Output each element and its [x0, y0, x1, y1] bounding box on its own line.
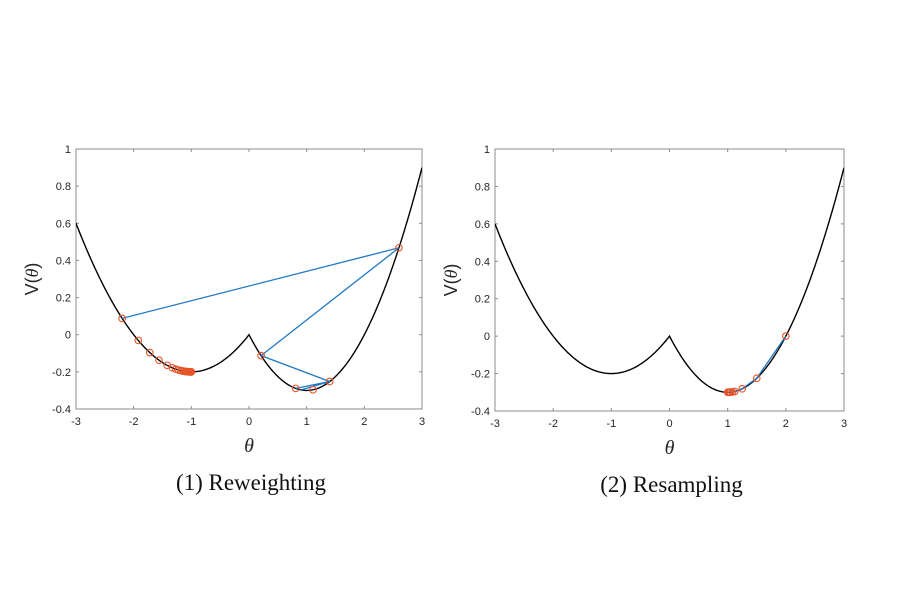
sample-point — [309, 385, 317, 394]
x-tick-label: -2 — [548, 418, 558, 430]
y-tick-label: -0.2 — [52, 367, 71, 379]
y-tick-label: 0.6 — [475, 219, 490, 231]
plot-area — [495, 167, 844, 397]
sample-point — [155, 356, 163, 365]
panel-caption: (1) Reweighting — [176, 470, 327, 495]
sample-point — [752, 374, 761, 383]
path-segment — [260, 247, 400, 357]
x-tick-label: 2 — [361, 416, 367, 428]
sample-point — [145, 348, 154, 357]
y-axis-label-var: θ — [441, 269, 461, 278]
y-axis-label-var: θ — [22, 268, 42, 277]
sample-point — [118, 314, 126, 323]
y-tick-label: 1 — [484, 144, 490, 156]
panel-caption: (2) Resampling — [600, 472, 743, 497]
y-axis-label-prefix: V( — [22, 277, 42, 295]
y-axis-label-prefix: V( — [441, 278, 461, 296]
axes-box — [75, 148, 423, 410]
y-tick-label: 0.2 — [56, 293, 71, 305]
path-segment — [741, 377, 758, 390]
sample-point — [738, 384, 747, 393]
y-tick-label: 0.2 — [475, 294, 490, 306]
y-tick-label: 0.4 — [56, 255, 71, 267]
x-tick-label: 1 — [725, 418, 731, 430]
sample-point — [257, 351, 265, 360]
y-tick-label: 1 — [65, 144, 71, 156]
sample-point — [395, 243, 403, 252]
y-tick-label: 0 — [65, 330, 71, 342]
x-tick-label: 3 — [419, 416, 425, 428]
y-axis-label-suffix: ) — [22, 263, 42, 269]
panel-resampling: -3 -2 -1 0 1 2 3-0.4-0.200.20.40.60.81θV(θ)(2)… — [441, 144, 847, 497]
y-tick-label: 0.6 — [56, 218, 71, 230]
path-segment — [121, 247, 400, 320]
y-axis-label: V(θ) — [22, 263, 42, 296]
path-segment — [260, 355, 330, 383]
y-tick-label: 0 — [484, 331, 490, 343]
sample-point — [723, 388, 732, 397]
y-tick-label: -0.4 — [52, 404, 71, 416]
axes-box — [494, 148, 845, 412]
x-tick-label: -3 — [71, 416, 81, 428]
x-tick-label: 0 — [666, 418, 672, 430]
sample-point — [134, 336, 143, 345]
x-axis-label: θ — [244, 435, 254, 457]
y-tick-label: 0.4 — [475, 256, 490, 268]
x-tick-label: -3 — [490, 418, 500, 430]
y-axis-label: V(θ) — [441, 264, 461, 297]
y-tick-label: -0.2 — [471, 369, 490, 381]
x-tick-label: 1 — [304, 416, 310, 428]
x-tick-label: -1 — [606, 418, 616, 430]
x-tick-label: 3 — [841, 418, 847, 430]
y-tick-label: 0.8 — [56, 181, 71, 193]
x-tick-label: -2 — [129, 416, 139, 428]
potential-curve — [495, 167, 844, 393]
plot-area — [76, 167, 422, 394]
potential-curve — [76, 167, 422, 392]
x-tick-label: -1 — [186, 416, 196, 428]
x-tick-label: 0 — [246, 416, 252, 428]
path-segment — [756, 335, 787, 379]
sample-point — [325, 377, 334, 386]
x-axis-label: θ — [665, 437, 675, 459]
sample-point — [291, 384, 300, 393]
path-segment — [300, 380, 330, 391]
y-axis-label-suffix: ) — [441, 264, 461, 270]
x-tick-label: 2 — [783, 418, 789, 430]
sample-point — [781, 332, 790, 340]
sample-point — [187, 368, 196, 376]
panel-reweighting: -3 -2 -1 0 1 2 3-0.4-0.200.20.40.60.81θV(θ)(1)… — [22, 144, 425, 495]
y-tick-label: -0.4 — [471, 406, 490, 418]
y-tick-label: 0.8 — [475, 181, 490, 193]
